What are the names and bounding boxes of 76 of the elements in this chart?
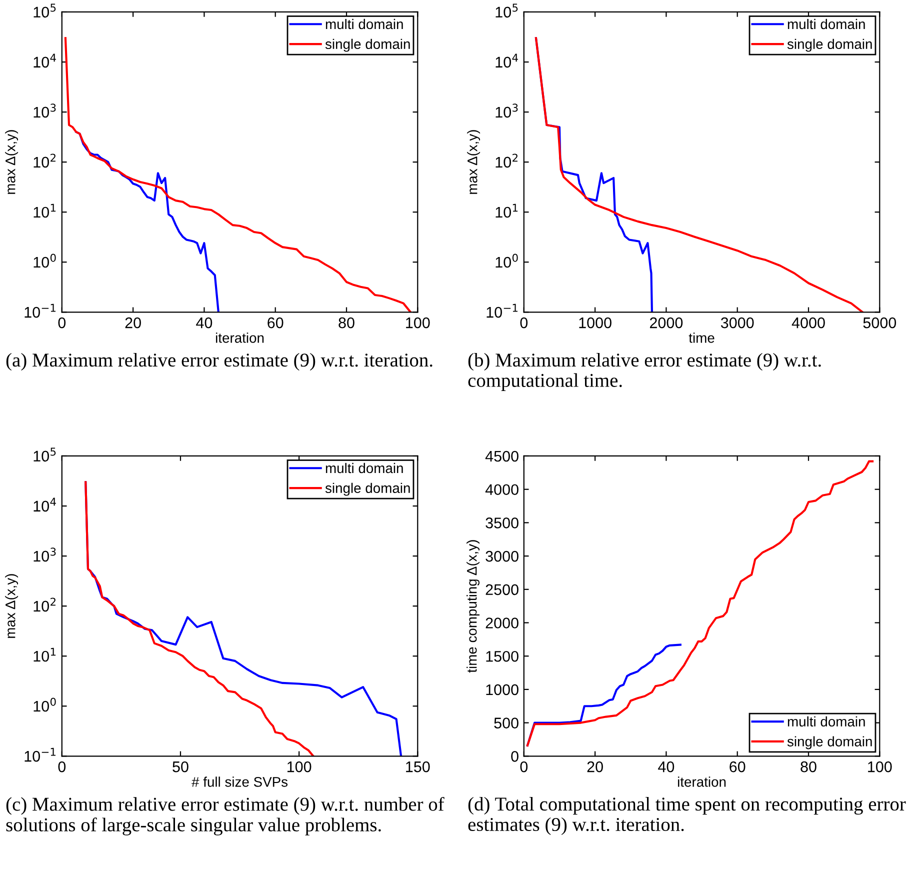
y-tick-label: 10$^{3}$	[496, 104, 518, 118]
y-tick-label: 4500	[485, 450, 518, 462]
y-tick-label: 4000	[485, 484, 518, 496]
y-tick-label: 10$^{5}$	[34, 4, 56, 18]
y-tick-label: 1500	[486, 650, 518, 662]
y-tick-label: 10$^{1}$	[34, 204, 56, 218]
legend-label: single domain	[787, 38, 872, 52]
x-tick-label: 0	[58, 761, 66, 772]
y-axis-title: max Δ(x,y)	[5, 130, 18, 194]
legend-label: single domain	[325, 482, 410, 496]
x-tick-label: 50	[172, 761, 188, 772]
x-tick-label: 4000	[792, 317, 825, 328]
y-axis-title: time computing Δ(x,y)	[466, 540, 480, 673]
y-tick-label: 10$^{5}$	[34, 448, 56, 462]
y-tick-label: 10$^{2}$	[496, 154, 518, 168]
x-tick-label: 80	[800, 761, 816, 772]
y-tick-label: 10$^{4}$	[34, 498, 56, 512]
y-tick-label: 10$^{4}$	[496, 54, 518, 68]
x-axis-title: iteration	[216, 332, 264, 343]
text: (b) Maximum relative error estimate (9) w.r.t. computational time.	[468, 352, 821, 391]
x-tick-label: 0	[520, 761, 528, 772]
y-tick-label: 3000	[486, 550, 518, 562]
x-tick-label: 2000	[650, 317, 683, 328]
y-tick-label: 0	[511, 751, 518, 762]
line-series	[84, 481, 314, 756]
line-series	[64, 37, 412, 312]
x-tick-label: 150	[406, 761, 430, 772]
y-tick-label: 10$^{−1}$	[486, 304, 518, 318]
legend-label: multi domain	[788, 18, 865, 30]
x-tick-label: 1000	[579, 317, 612, 328]
legend-label: multi domain	[326, 462, 403, 474]
y-tick-label: 3500	[486, 518, 518, 528]
x-tick-label: 60	[268, 317, 284, 328]
y-tick-label: 10$^{0}$	[34, 254, 56, 268]
y-tick-label: 1000	[486, 684, 518, 696]
x-tick-label: 3000	[720, 317, 754, 328]
text: (c) Maximum relative error estimate (9) w.r.t. number of solutions of large-scale singular value problems.	[6, 796, 444, 836]
y-tick-label: 10$^{0}$	[34, 698, 56, 712]
y-tick-label: 2500	[486, 584, 518, 596]
y-axis-title: max Δ(x,y)	[467, 130, 480, 194]
legend-label: single domain	[325, 38, 410, 52]
x-tick-label: 40	[196, 317, 212, 328]
x-tick-label: 100	[868, 761, 892, 772]
y-tick-label: 10$^{1}$	[34, 648, 56, 662]
x-tick-label: 80	[338, 317, 354, 328]
x-tick-label: 60	[730, 761, 746, 772]
y-tick-label: 10$^{1}$	[496, 204, 518, 218]
x-tick-label: 5000	[863, 317, 896, 328]
x-tick-label: 20	[587, 761, 603, 772]
x-tick-label: 40	[658, 761, 674, 772]
y-tick-label: 10$^{−1}$	[24, 304, 56, 318]
line-series	[526, 644, 682, 747]
x-axis-title: # full size SVPs	[192, 776, 288, 787]
y-tick-label: 10$^{5}$	[496, 4, 518, 18]
x-tick-label: 0	[520, 317, 528, 328]
legend-label: multi domain	[788, 716, 865, 727]
x-tick-label: 100	[406, 317, 430, 328]
y-tick-label: 2000	[486, 618, 518, 628]
text: (a) Maximum relative error estimate (9) w.r.t. iteration.	[6, 352, 432, 371]
y-tick-label: 10$^{2}$	[34, 154, 56, 168]
x-axis-title: iteration	[678, 776, 726, 787]
y-tick-label: 10$^{2}$	[34, 598, 56, 612]
text: (d) Total computational time spent on recomputing error estimates (9) w.r.t. iteration.	[468, 796, 906, 835]
y-tick-label: 10$^{0}$	[496, 254, 518, 268]
x-axis-title: time	[688, 332, 714, 343]
x-tick-label: 20	[125, 317, 141, 328]
y-tick-label: 500	[494, 718, 518, 728]
legend-label: multi domain	[326, 18, 403, 30]
y-tick-label: 10$^{4}$	[34, 54, 56, 68]
y-tick-label: 10$^{−1}$	[24, 748, 56, 762]
y-tick-label: 10$^{3}$	[34, 548, 56, 562]
legend-label: single domain	[787, 736, 872, 750]
x-tick-label: 0	[58, 317, 66, 328]
y-tick-label: 10$^{3}$	[34, 104, 56, 118]
y-axis-title: max Δ(x,y)	[5, 574, 18, 638]
x-tick-label: 100	[287, 761, 312, 772]
